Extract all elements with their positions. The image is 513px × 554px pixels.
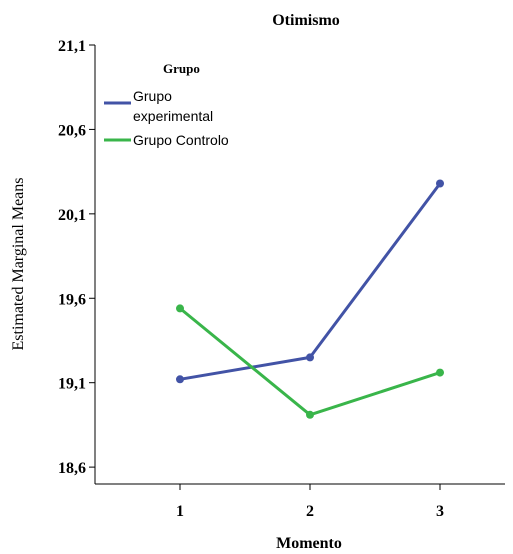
legend-title: Grupo <box>163 61 200 76</box>
y-ticks: 18,6 19,1 19,6 20,1 20,6 21,1 <box>58 38 95 477</box>
x-tick-label: 2 <box>306 503 314 520</box>
y-axis-label: Estimated Marginal Means <box>10 178 27 351</box>
series-2-point <box>306 410 314 419</box>
series-1-line <box>179 182 442 381</box>
series-1-point <box>176 375 184 384</box>
y-tick-label: 19,6 <box>58 291 86 308</box>
series-2-point <box>436 368 444 377</box>
y-tick-label: 21,1 <box>58 38 86 55</box>
legend-label-experimental-line1: Grupo <box>133 88 172 104</box>
x-axis-label: Momento <box>276 535 342 552</box>
series-layer <box>176 179 444 419</box>
series-2-point <box>176 304 184 313</box>
series-2-line <box>179 307 441 417</box>
y-tick-label: 20,1 <box>58 207 86 224</box>
x-tick-label: 1 <box>176 503 184 520</box>
legend-label-experimental-line2: experimental <box>133 108 213 124</box>
series-1-point <box>306 353 314 362</box>
legend: Grupo Grupo experimental Grupo Controlo <box>104 61 229 148</box>
chart-title: Otimismo <box>272 12 340 29</box>
y-tick-label: 18,6 <box>58 460 86 477</box>
x-ticks: 1 2 3 <box>176 484 444 520</box>
series-1-point <box>436 179 444 188</box>
x-tick-label: 3 <box>436 503 444 520</box>
y-tick-label: 19,1 <box>58 376 86 393</box>
y-tick-label: 20,6 <box>58 122 86 139</box>
legend-label-controlo: Grupo Controlo <box>133 132 229 148</box>
plot-frame <box>94 45 505 485</box>
